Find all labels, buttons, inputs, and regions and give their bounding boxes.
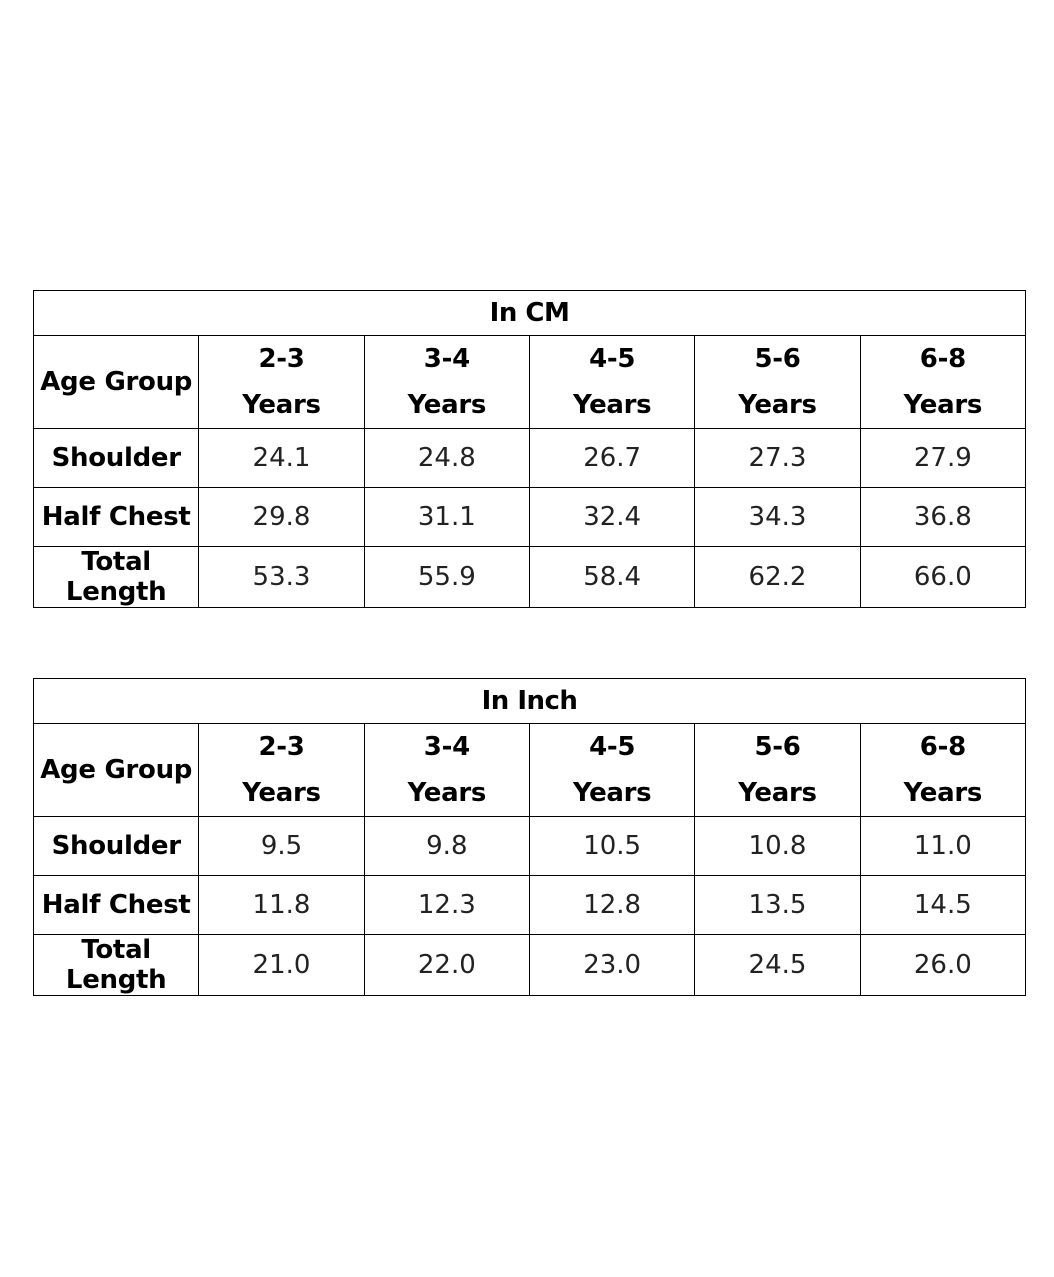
age-column-header: 6-8 Years <box>859 335 1027 429</box>
age-column-header: 2-3 Years <box>198 335 365 429</box>
table-row: Shoulder 9.5 9.8 10.5 10.8 11.0 <box>32 816 1027 876</box>
table-cell: 26.0 <box>859 934 1027 996</box>
table-row: Half Chest 29.8 31.1 32.4 34.3 36.8 <box>32 487 1027 547</box>
table-cell: 13.5 <box>694 875 861 935</box>
table-caption: In Inch <box>33 678 1026 724</box>
age-column-header: 5-6 Years <box>694 335 861 429</box>
table-cell: 12.3 <box>363 875 530 935</box>
table-cell: 32.4 <box>528 487 696 547</box>
table-cell: 58.4 <box>528 546 696 608</box>
table-cell: 24.1 <box>198 428 365 488</box>
table-cell: 9.5 <box>198 816 365 876</box>
size-chart-cm-table: In CM Age Group 2-3 Years 3-4 Years 4-5 Yea… <box>32 290 1027 608</box>
row-label: Total Length <box>32 934 200 996</box>
age-column-header: 3-4 Years <box>363 335 530 429</box>
table-cell: 12.8 <box>528 875 696 935</box>
table-cell: 10.8 <box>694 816 861 876</box>
age-column-header: 5-6 Years <box>694 723 861 817</box>
table-cell: 36.8 <box>859 487 1027 547</box>
table-cell: 22.0 <box>363 934 530 996</box>
table-row: Total Length 21.0 22.0 23.0 24.5 26.0 <box>32 934 1027 996</box>
table-cell: 23.0 <box>528 934 696 996</box>
table-cell: 29.8 <box>198 487 365 547</box>
table-cell: 14.5 <box>859 875 1027 935</box>
table-cell: 10.5 <box>528 816 696 876</box>
table-cell: 66.0 <box>859 546 1027 608</box>
table-cell: 31.1 <box>363 487 530 547</box>
table-row: Shoulder 24.1 24.8 26.7 27.3 27.9 <box>32 428 1027 488</box>
table-caption: In CM <box>33 290 1026 336</box>
table-cell: 27.3 <box>694 428 861 488</box>
table-cell: 21.0 <box>198 934 365 996</box>
row-label: Half Chest <box>32 875 200 935</box>
age-group-header: Age Group <box>32 723 200 817</box>
age-column-header: 4-5 Years <box>528 335 696 429</box>
table-row: Half Chest 11.8 12.3 12.8 13.5 14.5 <box>32 875 1027 935</box>
table-header-row: Age Group 2-3 Years 3-4 Years 4-5 Years 5-6… <box>32 335 1027 429</box>
table-cell: 9.8 <box>363 816 530 876</box>
age-column-header: 6-8 Years <box>859 723 1027 817</box>
row-label: Shoulder <box>32 816 200 876</box>
age-group-header: Age Group <box>32 335 200 429</box>
age-column-header: 2-3 Years <box>198 723 365 817</box>
table-cell: 34.3 <box>694 487 861 547</box>
table-cell: 53.3 <box>198 546 365 608</box>
age-column-header: 4-5 Years <box>528 723 696 817</box>
table-row: Total Length 53.3 55.9 58.4 62.2 66.0 <box>32 546 1027 608</box>
table-cell: 11.0 <box>859 816 1027 876</box>
table-cell: 26.7 <box>528 428 696 488</box>
row-label: Half Chest <box>32 487 200 547</box>
table-cell: 24.5 <box>694 934 861 996</box>
table-cell: 62.2 <box>694 546 861 608</box>
size-chart-inch-table: In Inch Age Group 2-3 Years 3-4 Years 4-5 Y… <box>32 678 1027 996</box>
row-label: Total Length <box>32 546 200 608</box>
table-header-row: Age Group 2-3 Years 3-4 Years 4-5 Years 5-6… <box>32 723 1027 817</box>
row-label: Shoulder <box>32 428 200 488</box>
table-cell: 11.8 <box>198 875 365 935</box>
table-cell: 55.9 <box>363 546 530 608</box>
table-cell: 24.8 <box>363 428 530 488</box>
age-column-header: 3-4 Years <box>363 723 530 817</box>
table-cell: 27.9 <box>859 428 1027 488</box>
